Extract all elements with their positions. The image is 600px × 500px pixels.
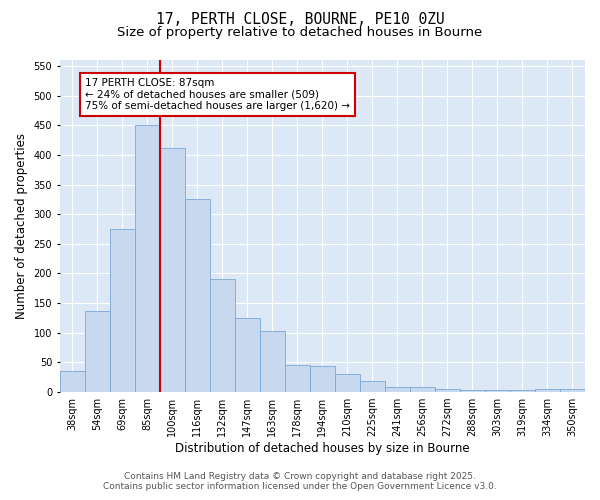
Bar — [235, 318, 260, 392]
Bar — [110, 229, 135, 392]
Bar — [485, 390, 510, 392]
Bar — [560, 388, 585, 392]
Bar — [210, 280, 235, 392]
Bar — [185, 200, 210, 392]
Bar — [160, 148, 185, 392]
Bar — [360, 381, 385, 392]
Text: Size of property relative to detached houses in Bourne: Size of property relative to detached ho… — [118, 26, 482, 39]
Bar — [85, 311, 110, 392]
Text: Contains HM Land Registry data © Crown copyright and database right 2025.
Contai: Contains HM Land Registry data © Crown c… — [103, 472, 497, 491]
Bar — [385, 388, 410, 392]
Y-axis label: Number of detached properties: Number of detached properties — [15, 133, 28, 319]
Bar — [260, 331, 285, 392]
Bar — [435, 389, 460, 392]
Bar — [410, 386, 435, 392]
Text: 17 PERTH CLOSE: 87sqm
← 24% of detached houses are smaller (509)
75% of semi-det: 17 PERTH CLOSE: 87sqm ← 24% of detached … — [85, 78, 350, 111]
Bar — [310, 366, 335, 392]
Bar — [285, 365, 310, 392]
Bar — [335, 374, 360, 392]
Text: 17, PERTH CLOSE, BOURNE, PE10 0ZU: 17, PERTH CLOSE, BOURNE, PE10 0ZU — [155, 12, 445, 28]
Bar — [60, 372, 85, 392]
Bar — [135, 125, 160, 392]
X-axis label: Distribution of detached houses by size in Bourne: Distribution of detached houses by size … — [175, 442, 470, 455]
Bar — [460, 390, 485, 392]
Bar — [510, 390, 535, 392]
Bar — [535, 389, 560, 392]
